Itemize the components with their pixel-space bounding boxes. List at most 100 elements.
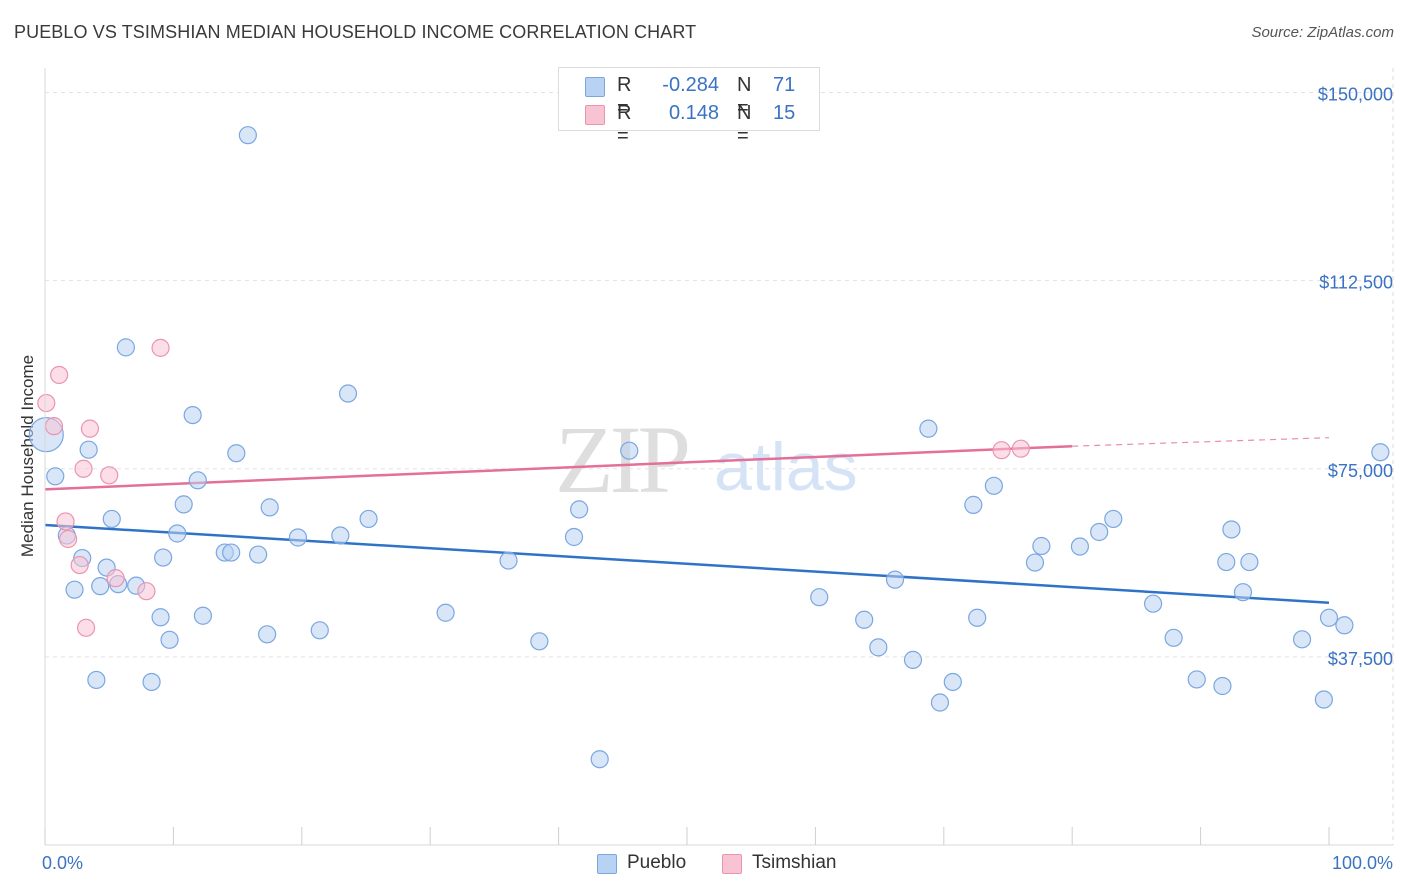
bottom-pueblo-label: Pueblo	[627, 852, 687, 873]
pueblo-point	[79, 440, 98, 459]
y-tick-label: $75,000	[1328, 461, 1393, 481]
pueblo-point	[1319, 608, 1339, 627]
tsimshian-swatch	[585, 105, 605, 125]
pueblo-point	[238, 126, 257, 145]
bottom-tsimshian-swatch	[722, 854, 742, 874]
pueblo-point	[338, 384, 358, 403]
pueblo-point	[930, 693, 950, 712]
tsimshian-point	[56, 512, 75, 531]
pueblo-point	[1213, 676, 1232, 696]
chart-title: PUEBLO VS TSIMSHIAN MEDIAN HOUSEHOLD INC…	[14, 22, 697, 42]
pueblo-point	[1187, 670, 1206, 689]
pueblo-point	[188, 471, 207, 490]
tsimshian-r-label: R =	[617, 102, 632, 147]
pueblo-point	[154, 548, 173, 567]
y-tick-label: $150,000	[1318, 85, 1393, 105]
pueblo-point	[310, 621, 329, 640]
pueblo-point	[1025, 553, 1045, 572]
pueblo-point	[1371, 443, 1390, 462]
tsimshian-point	[76, 618, 96, 637]
pueblo-trend-line	[44, 523, 1330, 604]
pueblo-point	[1292, 630, 1312, 649]
pueblo-point	[919, 419, 938, 438]
pueblo-point	[1240, 552, 1259, 572]
bottom-tsimshian-label: Tsimshian	[752, 852, 837, 873]
watermark-atlas: atlas	[714, 429, 858, 505]
tsimshian-trend-line	[44, 444, 1073, 491]
tsimshian-point	[70, 555, 89, 575]
pueblo-point	[1222, 520, 1241, 539]
tsimshian-point	[37, 393, 56, 413]
pueblo-point	[499, 551, 518, 570]
x-tick-label-max: 100.0%	[1332, 853, 1393, 873]
watermark-zip: ZIP	[555, 406, 688, 513]
pueblo-point	[964, 495, 983, 514]
pueblo-point	[174, 495, 193, 514]
pueblo-point	[984, 476, 1003, 495]
pueblo-n-value: 71	[773, 74, 796, 96]
pueblo-point	[183, 405, 202, 425]
pueblo-point	[620, 441, 639, 460]
pueblo-point	[288, 528, 308, 547]
pueblo-r-label: R =	[617, 74, 632, 119]
tsimshian-point	[100, 466, 119, 485]
pueblo-point	[142, 672, 161, 692]
tsimshian-point	[151, 338, 170, 357]
pueblo-point	[193, 606, 213, 625]
pueblo-point	[855, 610, 874, 629]
correlation-legend: R = -0.284 N = 71 R = 0.148 N = 15	[558, 67, 820, 147]
pueblo-point	[1143, 594, 1163, 613]
pueblo-point	[151, 608, 170, 627]
pueblo-point	[65, 580, 84, 599]
pueblo-point	[943, 672, 962, 692]
pueblo-point	[116, 338, 135, 357]
pueblo-point	[885, 570, 905, 589]
pueblo-swatch	[585, 77, 605, 97]
pueblo-point	[1070, 537, 1090, 556]
y-tick-label: $112,500	[1319, 273, 1393, 293]
tsimshian-point	[137, 582, 156, 601]
pueblo-point	[570, 500, 589, 519]
pueblo-point	[564, 527, 584, 547]
pueblo-point	[1233, 583, 1253, 602]
pueblo-point	[869, 638, 888, 657]
tsimshian-point	[74, 459, 93, 478]
tsimshian-trend-extension	[1072, 437, 1330, 447]
pueblo-point	[260, 498, 279, 517]
tsimshian-point	[992, 441, 1011, 460]
pueblo-point	[590, 750, 609, 769]
source-credit: Source: ZipAtlas.com	[1251, 24, 1394, 41]
pueblo-point	[331, 526, 350, 545]
pueblo-point	[102, 509, 121, 529]
pueblo-point	[227, 444, 246, 463]
bottom-pueblo-swatch	[597, 854, 617, 874]
pueblo-point	[1314, 690, 1333, 709]
tsimshian-point	[44, 417, 64, 436]
pueblo-point	[87, 670, 106, 690]
pueblo-point	[91, 577, 110, 596]
pueblo-point	[1090, 522, 1109, 542]
pueblo-point	[968, 608, 987, 627]
pueblo-point	[168, 524, 187, 543]
pueblo-point	[249, 545, 268, 564]
pueblo-point	[436, 603, 455, 622]
tsimshian-n-value: 15	[773, 102, 796, 124]
pueblo-point	[903, 650, 923, 669]
tsimshian-point	[1011, 439, 1030, 458]
pueblo-point	[810, 588, 829, 607]
pueblo-point	[1164, 628, 1183, 647]
y-tick-label: $37,500	[1328, 649, 1393, 669]
pueblo-point	[1032, 536, 1051, 556]
pueblo-point	[530, 632, 549, 651]
tsimshian-n-label: N =	[737, 102, 752, 147]
pueblo-point	[359, 509, 378, 529]
tsimshian-point	[59, 529, 78, 549]
tsimshian-point	[80, 419, 100, 438]
pueblo-point	[160, 630, 179, 649]
tsimshian-point	[50, 365, 69, 385]
pueblo-n-label: N =	[737, 74, 752, 119]
pueblo-r-value: -0.284	[662, 74, 719, 96]
pueblo-point	[1104, 509, 1123, 529]
pueblo-point	[1335, 616, 1354, 635]
